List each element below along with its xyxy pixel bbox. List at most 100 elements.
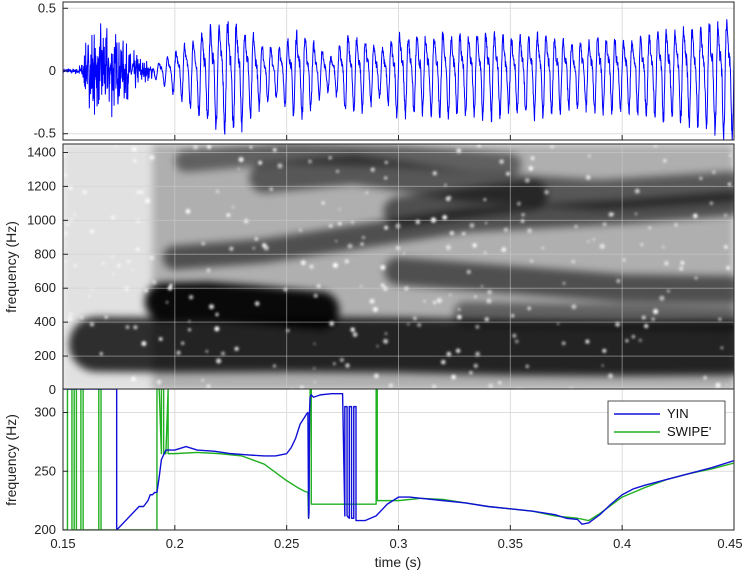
spectrogram-speckle-dot bbox=[360, 242, 364, 246]
waveform-y-tick-label: -0.5 bbox=[34, 126, 56, 141]
spectrogram-speckle-dot bbox=[244, 218, 249, 224]
spectrogram-y-tick-label: 600 bbox=[34, 280, 56, 295]
spectrogram-speckle-dot bbox=[351, 220, 354, 224]
spectrogram-speckle-dot bbox=[407, 323, 410, 326]
spectrogram-speckle-dot bbox=[585, 175, 591, 180]
spectrogram-speckle-dot bbox=[132, 158, 137, 163]
spectrogram-speckle-dot bbox=[380, 264, 386, 270]
spectrogram-speckle-dot bbox=[654, 144, 657, 148]
spectrogram-speckle-dot bbox=[383, 338, 389, 344]
spectrogram-speckle-dot bbox=[176, 350, 181, 356]
spectrogram-speckle-dot bbox=[374, 373, 379, 379]
spectrogram-speckle-dot bbox=[169, 283, 173, 287]
spectrogram-speckle-dot bbox=[361, 235, 366, 240]
waveform-panel: 0.5 0 -0.5 bbox=[34, 0, 735, 141]
spectrogram-speckle-dot bbox=[469, 371, 473, 375]
spectrogram-speckle-dot bbox=[309, 264, 314, 269]
spectrogram-speckle-dot bbox=[249, 145, 253, 149]
x-tick-label: 0.45 bbox=[717, 536, 742, 551]
spectrogram-speckle-dot bbox=[206, 384, 211, 389]
spectrogram-speckle-dot bbox=[483, 198, 487, 201]
spectrogram-speckle-dot bbox=[272, 148, 277, 152]
spectrogram-speckle-dot bbox=[206, 144, 212, 149]
spectrogram-speckle-dot bbox=[234, 346, 239, 351]
spectrogram-speckle-dot bbox=[63, 154, 66, 158]
spectrogram-speckle-dot bbox=[608, 373, 613, 379]
spectrogram-speckle-dot bbox=[653, 308, 659, 315]
spectrogram-y-tick-label: 0 bbox=[49, 382, 56, 397]
spectrogram-speckle-dot bbox=[181, 341, 185, 345]
spectrogram-speckle-dot bbox=[499, 159, 504, 164]
spectrogram-speckle-dot bbox=[131, 268, 134, 271]
spectrogram-speckle-dot bbox=[709, 201, 713, 205]
spectrogram-speckle-dot bbox=[466, 269, 471, 274]
spectrogram-speckle-dot bbox=[445, 244, 451, 251]
spectrogram-speckle-dot bbox=[214, 326, 220, 332]
spectrogram-speckle-dot bbox=[524, 178, 530, 183]
x-tick-label: 0.35 bbox=[498, 536, 523, 551]
spectrogram-speckle-dot bbox=[588, 154, 591, 158]
spectrogram-speckle-dot bbox=[313, 293, 318, 298]
spectrogram-speckle-dot bbox=[229, 246, 234, 251]
spectrogram-speckle-dot bbox=[451, 374, 456, 380]
spectrogram-speckle-dot bbox=[206, 268, 211, 273]
spectrogram-speckle-dot bbox=[67, 316, 73, 322]
spectrogram-speckle-dot bbox=[634, 188, 640, 194]
spectrogram-speckle-dot bbox=[521, 213, 525, 217]
spectrogram-speckle-dot bbox=[602, 222, 607, 226]
spectrogram-speckle-dot bbox=[89, 229, 95, 234]
spectrogram-speckle-dot bbox=[724, 245, 728, 249]
spectrogram-speckle-dot bbox=[221, 351, 225, 356]
spectrogram-speckle-dot bbox=[231, 206, 234, 209]
spectrogram-speckle-dot bbox=[149, 155, 155, 160]
spectrogram-speckle-dot bbox=[360, 285, 363, 288]
pitch-y-axis-label: frequency (Hz) bbox=[3, 414, 19, 506]
spectrogram-speckle-dot bbox=[727, 182, 732, 186]
spectrogram-speckle-dot bbox=[541, 246, 544, 250]
spectrogram-speckle-dot bbox=[449, 231, 454, 236]
spectrogram-speckle-dot bbox=[724, 213, 727, 217]
spectrogram-speckle-dot bbox=[328, 156, 332, 160]
spectrogram-speckle-dot bbox=[91, 288, 94, 292]
spectrogram-speckle-dot bbox=[680, 261, 685, 265]
spectrogram-speckle-dot bbox=[102, 262, 105, 265]
spectrogram-speckle-dot bbox=[562, 281, 566, 285]
spectrogram-speckle-dot bbox=[561, 341, 566, 346]
spectrogram-speckle-dot bbox=[226, 213, 231, 218]
spectrogram-speckle-dot bbox=[344, 259, 349, 264]
spectrogram-speckle-dot bbox=[510, 314, 515, 318]
spectrogram-wash bbox=[152, 144, 734, 390]
spectrogram-speckle-dot bbox=[557, 322, 560, 325]
pitch-y-tick-label: 300 bbox=[34, 405, 56, 420]
spectrogram-speckle-dot bbox=[718, 317, 722, 321]
spectrogram-speckle-dot bbox=[166, 301, 169, 304]
spectrogram-speckle-dot bbox=[664, 261, 669, 266]
spectrogram-speckle-dot bbox=[193, 144, 199, 150]
spectrogram-speckle-dot bbox=[370, 167, 375, 172]
pitch-y-ticks: 200 250 300 bbox=[34, 405, 68, 537]
spectrogram-speckle-dot bbox=[144, 288, 148, 293]
spectrogram-speckle-dot bbox=[215, 190, 220, 194]
spectrogram-speckle-dot bbox=[483, 251, 487, 255]
spectrogram-speckle-dot bbox=[625, 339, 629, 343]
waveform-y-tick-label: 0.5 bbox=[38, 0, 56, 15]
spectrogram-speckle-dot bbox=[571, 260, 575, 263]
spectrogram-speckle-dot bbox=[338, 221, 342, 226]
spectrogram-speckle-dot bbox=[384, 176, 388, 180]
spectrogram-speckle-dot bbox=[133, 325, 138, 330]
spectrogram-speckle-dot bbox=[642, 315, 646, 320]
spectrogram-speckle-dot bbox=[530, 259, 534, 263]
spectrogram-speckle-dot bbox=[201, 379, 204, 382]
spectrogram-y-tick-label: 200 bbox=[34, 348, 56, 363]
spectrogram-speckle-dot bbox=[384, 160, 388, 164]
spectrogram-speckle-dot bbox=[215, 312, 219, 317]
spectrogram-speckle-dot bbox=[185, 209, 191, 214]
spectrogram-speckle-dot bbox=[601, 364, 604, 367]
spectrogram-speckle-dot bbox=[273, 364, 276, 368]
spectrogram-speckle-dot bbox=[485, 222, 488, 225]
spectrogram-speckle-dot bbox=[313, 342, 316, 345]
spectrogram-speckle-dot bbox=[615, 322, 620, 327]
spectrogram-speckle-dot bbox=[712, 170, 716, 174]
spectrogram-y-ticks: 0 200 400 600 800 1000 1200 1400 bbox=[27, 144, 68, 397]
spectrogram-speckle-dot bbox=[201, 241, 205, 246]
